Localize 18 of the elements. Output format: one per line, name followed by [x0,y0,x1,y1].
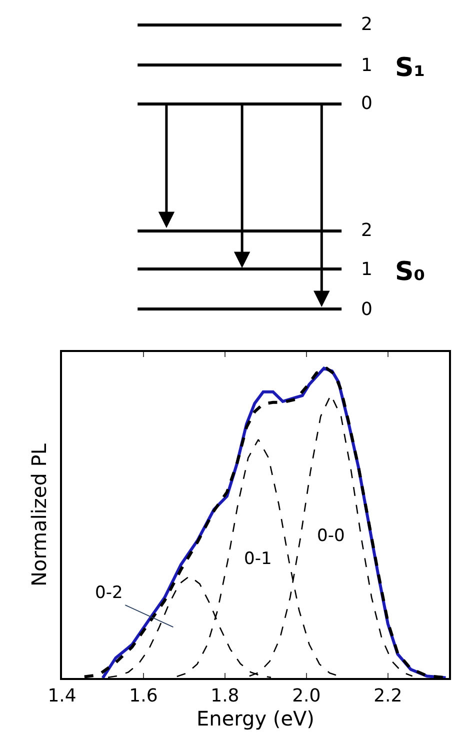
text: S₀ [395,257,426,287]
y-axis-title: Normalized PL [27,442,51,586]
text: S₁ [395,53,426,83]
series-label: 0-1 [244,549,272,569]
x-tick-label: 2.0 [292,686,321,707]
x-tick-label: 2.2 [374,686,402,707]
text: 2 [361,220,372,241]
text: 0 [361,93,372,114]
text: 2 [361,14,372,35]
x-tick-label: 1.6 [129,686,158,707]
text: 0-2 [95,583,123,603]
series-label: 0-0 [317,526,345,546]
text: 1 [361,55,372,76]
x-axis-title: Energy (eV) [196,706,314,731]
x-tick-label: 1.8 [210,686,240,707]
text: 1 [361,259,372,280]
text: 0 [361,299,372,320]
x-tick-label: 1.4 [48,686,76,707]
